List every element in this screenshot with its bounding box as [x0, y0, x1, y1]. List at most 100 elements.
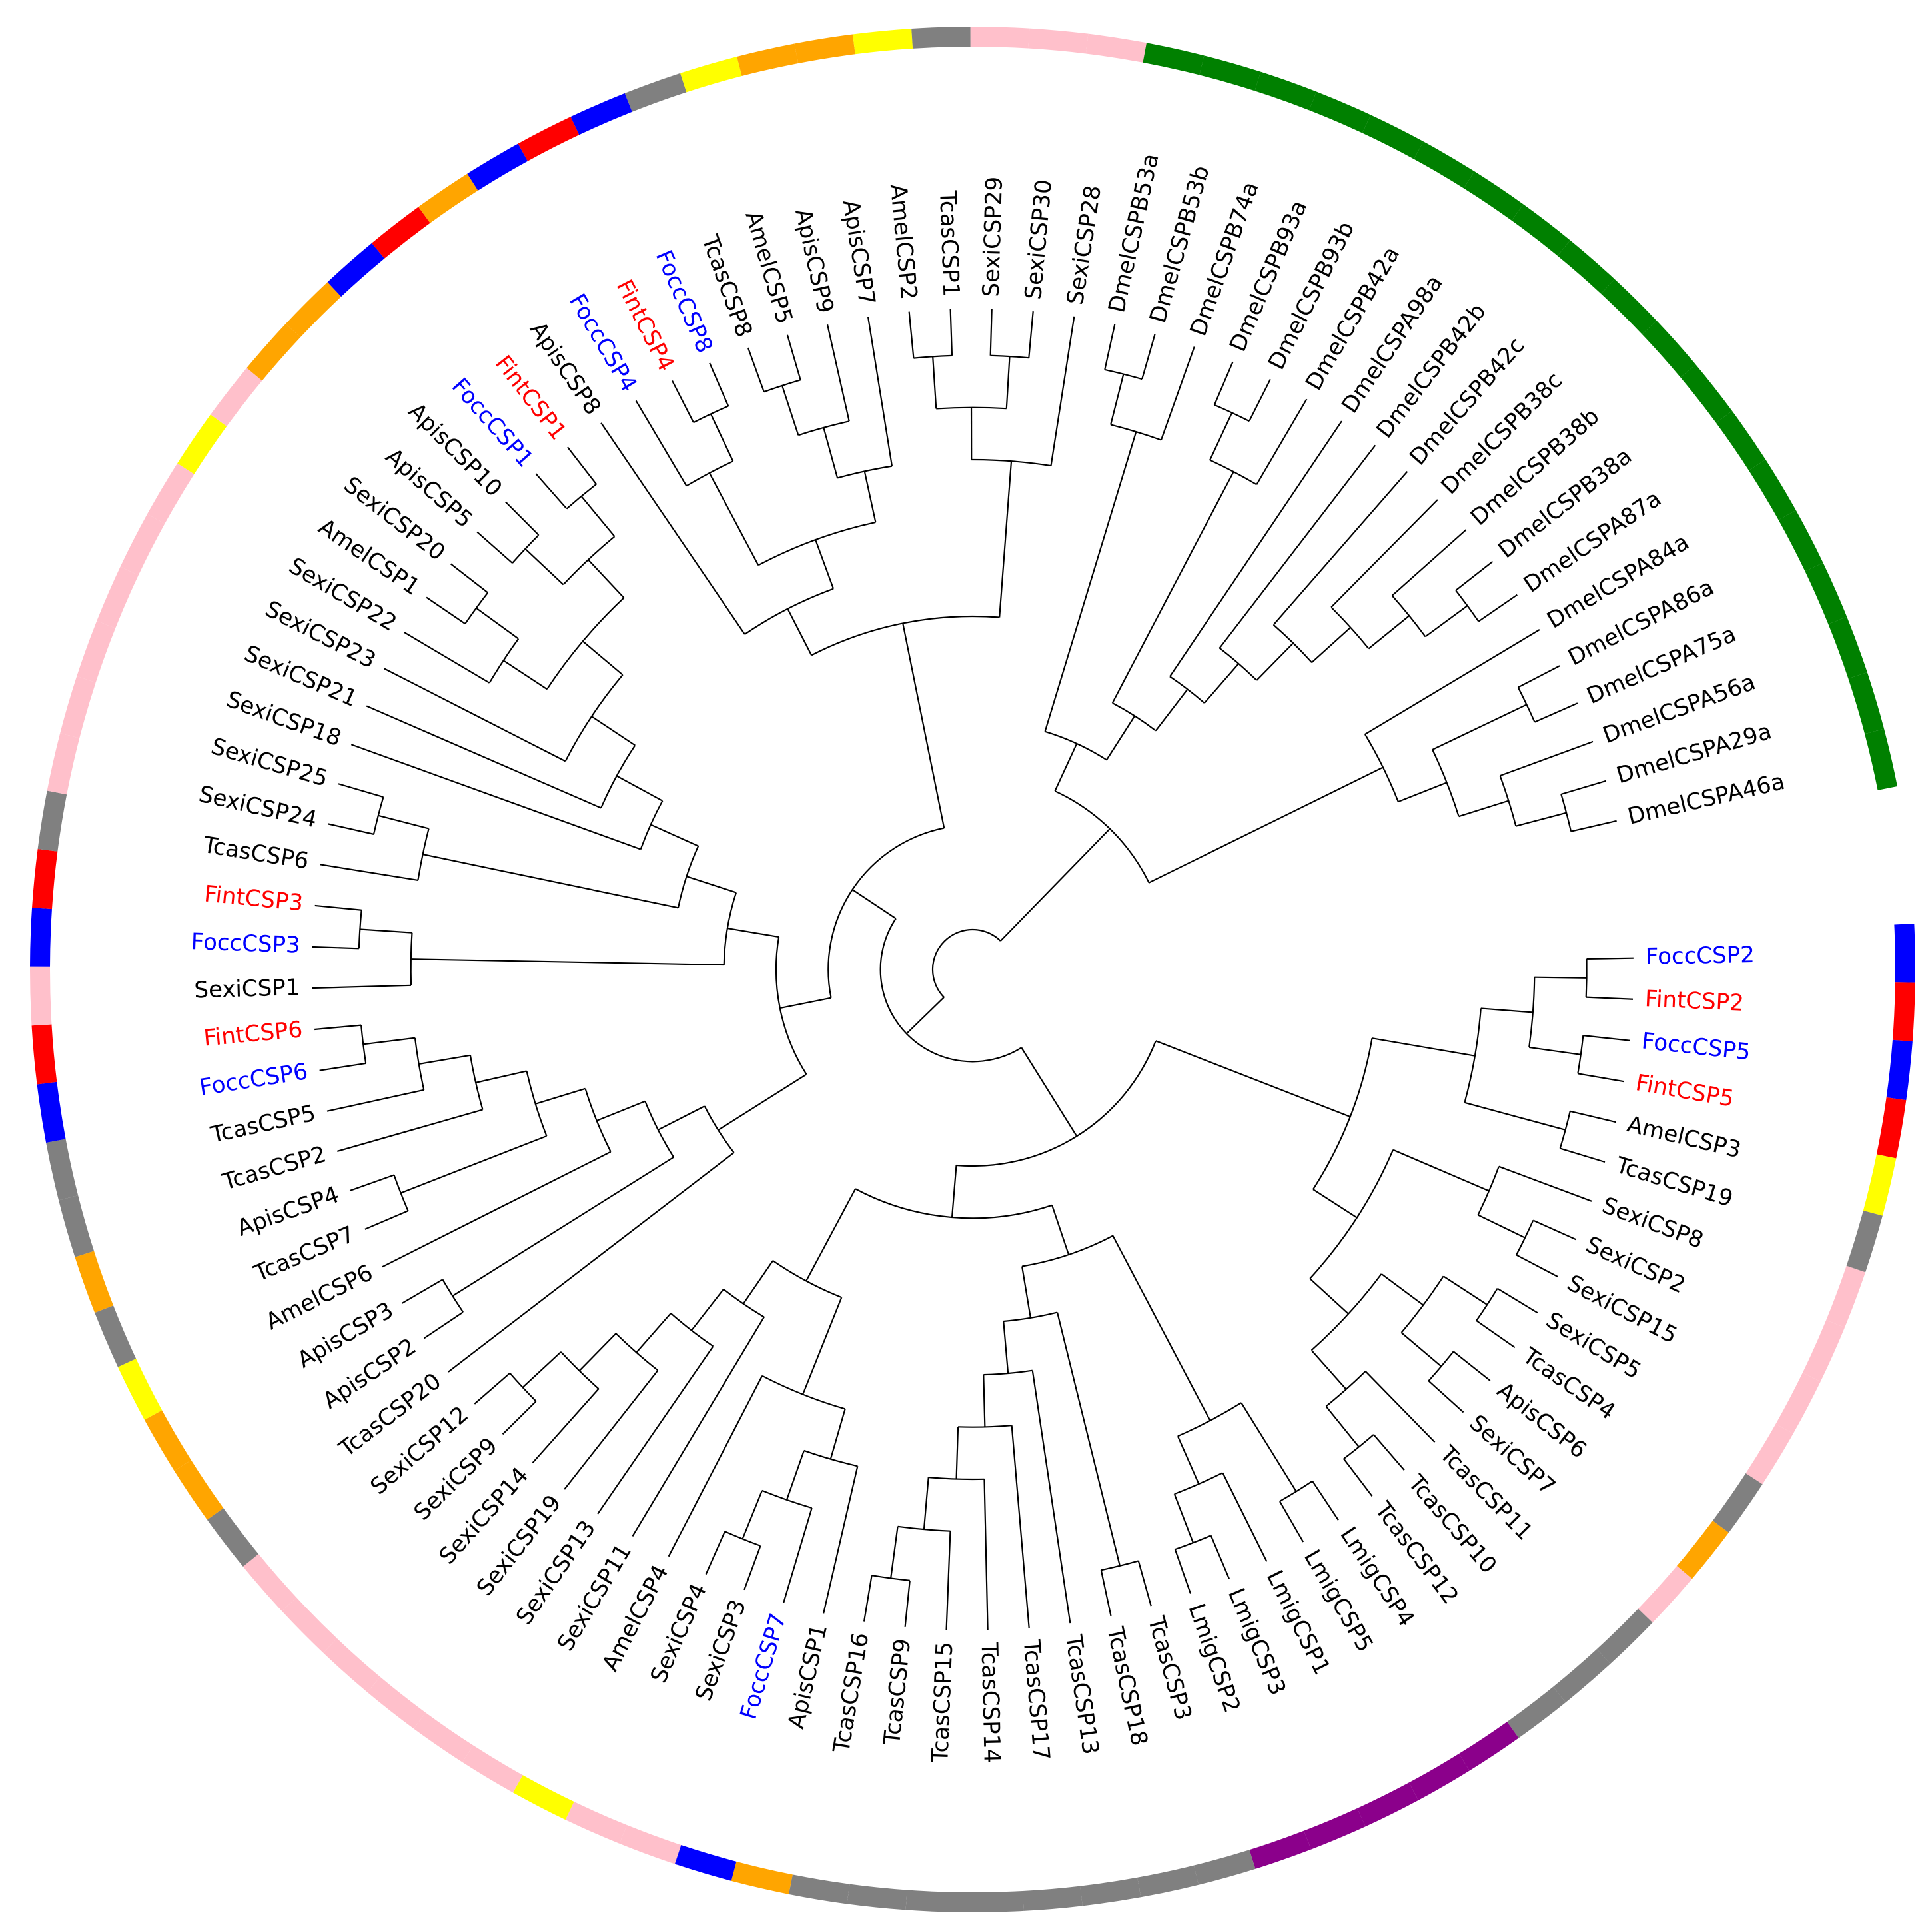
leaf-label: TcasCSP1: [934, 189, 964, 297]
ring-segment: [905, 1890, 965, 1912]
ring-segment: [1553, 1649, 1611, 1702]
branch: [786, 334, 801, 380]
branch: [1480, 1007, 1533, 1013]
ring-segment: [31, 1024, 57, 1085]
branch-arc: [1101, 1560, 1139, 1571]
ring-segment: [512, 1775, 574, 1820]
ring-segment: [1749, 459, 1796, 520]
branch: [705, 1531, 726, 1575]
branch: [1203, 663, 1240, 704]
branch: [727, 927, 779, 938]
ring-segment: [120, 514, 165, 576]
branch: [989, 309, 993, 356]
ring-segment: [367, 1676, 426, 1729]
branch: [402, 1279, 443, 1304]
ring-segment: [970, 27, 1030, 49]
branch: [1100, 1570, 1112, 1616]
leaf-label: SexiCSP1: [194, 974, 300, 1003]
leaf-label: SexiCSP29: [978, 176, 1008, 297]
branch-arc: [1110, 424, 1162, 441]
branch-arc: [693, 405, 729, 424]
branch-arc: [358, 910, 362, 949]
branch: [326, 1089, 424, 1112]
branch: [908, 311, 915, 358]
leaf-label: TcasCSP17: [1018, 1638, 1055, 1761]
branch: [1516, 1254, 1558, 1278]
branch: [596, 1100, 646, 1122]
branch: [781, 385, 799, 436]
branch: [410, 958, 724, 966]
branch: [1330, 499, 1438, 608]
branch: [1372, 1037, 1476, 1057]
branch-arc: [971, 458, 1051, 467]
branch: [1518, 665, 1560, 688]
ring-segment: [97, 566, 139, 628]
branch: [1424, 605, 1468, 638]
branch-arc: [931, 928, 1001, 998]
leaf-label: SexiCSP30: [1020, 178, 1057, 300]
branch: [360, 928, 412, 934]
ring-segment: [1507, 1686, 1566, 1738]
leaf-label: ApisCSP7: [837, 198, 881, 307]
branch: [1570, 820, 1617, 832]
branch: [1256, 642, 1294, 681]
ring-segment: [1357, 1782, 1419, 1827]
leaf-label: TcasCSP3: [1143, 1613, 1197, 1724]
ring-segment: [911, 27, 971, 49]
branch: [1497, 1287, 1538, 1314]
branch-arc: [1577, 1035, 1584, 1074]
ring-segment: [1085, 33, 1147, 63]
ring-segment: [37, 1081, 66, 1143]
branch: [312, 984, 412, 989]
leaf-label: ApisCSP9: [789, 206, 839, 315]
branch: [1458, 800, 1509, 818]
branch: [1400, 1332, 1442, 1367]
ring-segment: [30, 908, 52, 967]
branch: [1560, 1147, 1606, 1163]
branches: [312, 309, 1634, 1630]
branch: [475, 1070, 527, 1083]
ring-segment: [59, 1195, 95, 1257]
branch: [1155, 1040, 1351, 1118]
ring-segment: [1876, 1097, 1907, 1159]
ring-segment: [619, 1825, 682, 1864]
branch: [1218, 444, 1376, 649]
branch-arc: [1343, 1434, 1374, 1460]
ring-segment: [1199, 55, 1261, 91]
leaf-label: TcasCSP16: [828, 1631, 874, 1755]
ring-segment: [1676, 1521, 1729, 1579]
branch: [400, 1135, 547, 1194]
ring-segment: [518, 117, 580, 161]
branch: [1312, 1481, 1339, 1521]
branch-arc: [410, 932, 413, 985]
branch: [1112, 1235, 1211, 1421]
branch: [532, 1388, 600, 1463]
ring-segment: [1846, 1210, 1883, 1273]
ring-segment: [242, 1553, 297, 1611]
ring-segment: [372, 207, 430, 259]
ring-segment: [285, 282, 342, 338]
branch: [426, 596, 466, 625]
ring-segment: [624, 73, 687, 112]
branch: [1500, 740, 1594, 777]
leaf-label: TcasCSP9: [879, 1638, 916, 1747]
branch-arc: [469, 1055, 484, 1110]
ring-segment: [1143, 43, 1205, 75]
ring-segment: [1028, 28, 1089, 54]
branch: [363, 1037, 416, 1045]
branch: [1311, 626, 1351, 664]
branch: [448, 1152, 735, 1373]
branch-arc: [1517, 687, 1536, 723]
ring-segment: [1745, 1423, 1793, 1485]
branch-arc: [677, 846, 700, 908]
ring-segment: [1080, 1877, 1141, 1906]
leaf-label: SexiCSP24: [197, 781, 320, 834]
branch: [904, 1580, 911, 1627]
branch-arc: [723, 1288, 765, 1318]
ring-segment: [414, 1712, 474, 1762]
ring-segment: [75, 1251, 114, 1313]
leaf-label: FoccCSP3: [191, 928, 300, 959]
branch: [785, 1450, 805, 1501]
branch: [588, 559, 625, 598]
